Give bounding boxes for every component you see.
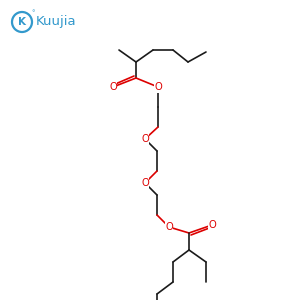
Text: °: ° <box>31 10 35 16</box>
Text: O: O <box>165 222 173 232</box>
Text: K: K <box>18 17 26 27</box>
Text: Kuujia: Kuujia <box>36 16 76 28</box>
Text: O: O <box>208 220 216 230</box>
Text: O: O <box>141 134 149 144</box>
Text: O: O <box>154 82 162 92</box>
Text: O: O <box>141 178 149 188</box>
Text: O: O <box>109 82 117 92</box>
